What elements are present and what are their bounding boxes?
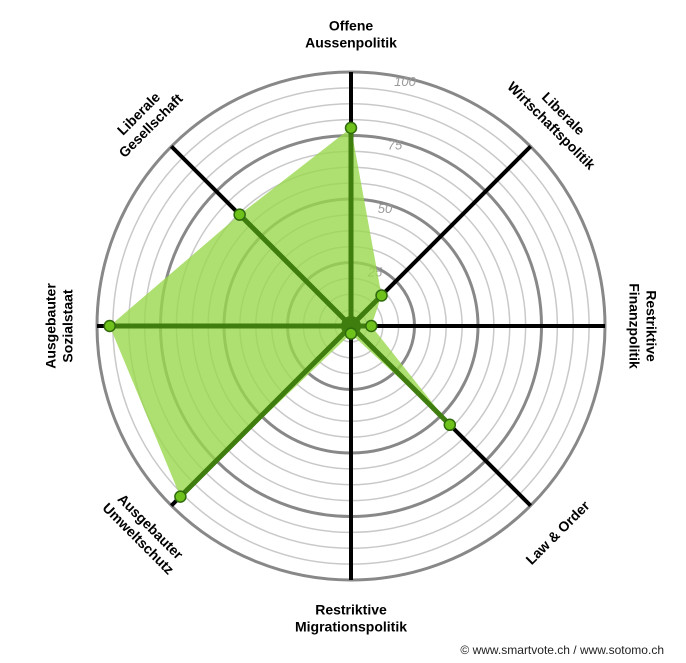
profile-markers	[103, 121, 457, 503]
tick-label: 50	[378, 201, 393, 216]
axis-label-line: Ausgebauter	[43, 283, 59, 369]
value-marker	[103, 319, 116, 333]
axis-label-line: Aussenpolitik	[305, 35, 397, 51]
value-marker	[344, 121, 358, 135]
tick-label: 75	[388, 138, 403, 153]
axis-label-line: Sozialstaat	[60, 289, 76, 362]
value-marker	[174, 490, 187, 503]
profile-area	[109, 127, 450, 497]
axis-label-line: Finanzpolitik	[627, 283, 643, 369]
axis-label-line: Offene	[329, 18, 374, 34]
value-marker	[443, 418, 457, 432]
axis-label-line: Restriktive	[315, 602, 387, 618]
value-marker	[344, 327, 358, 340]
axis-label: Law & Order	[522, 497, 593, 568]
value-marker	[375, 289, 388, 302]
value-marker	[233, 208, 246, 221]
value-marker	[365, 319, 378, 333]
axis-label-line: Law & Order	[522, 497, 593, 568]
axis-label-line: Migrationspolitik	[295, 619, 407, 635]
axis-label-line: Restriktive	[644, 290, 660, 362]
axis-label: Ausgebauter Sozialstaat	[43, 283, 76, 369]
tick-label: 100	[394, 74, 416, 89]
copyright-credit: © www.smartvote.ch / www.sotomo.ch	[460, 643, 664, 657]
profile-spoke	[349, 324, 452, 427]
profile-spoke	[237, 212, 353, 328]
profile-spoke	[178, 324, 353, 499]
profile-spokes	[109, 127, 452, 499]
profile-polygon	[109, 127, 450, 497]
